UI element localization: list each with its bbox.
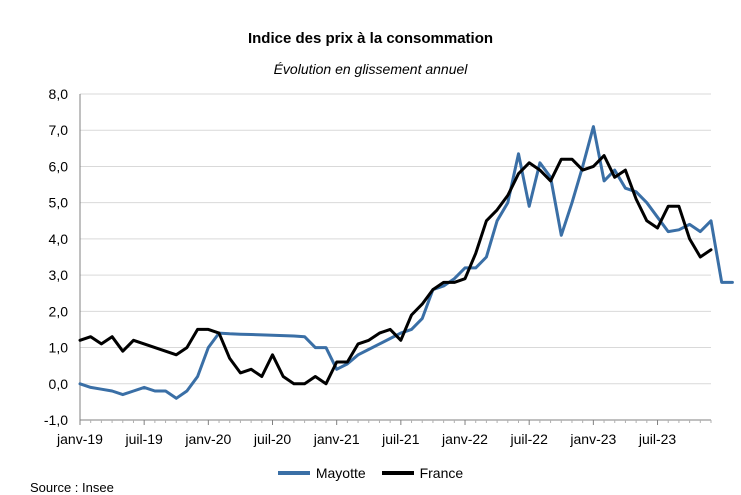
x-tick-label: juil-20: [253, 431, 292, 447]
series-line-mayotte: [78, 125, 734, 400]
legend-item-france: France: [381, 465, 464, 481]
y-tick-label: 2,0: [49, 303, 69, 319]
y-tick-label: 4,0: [49, 231, 69, 247]
chart-subtitle: Évolution en glissement annuel: [273, 61, 468, 77]
y-tick-label: 1,0: [49, 340, 69, 356]
x-tick-label: juil-19: [124, 431, 163, 447]
chart-title: Indice des prix à la consommation: [247, 30, 494, 47]
y-tick-label: 6,0: [49, 158, 69, 174]
x-tick-label: janv-22: [441, 431, 488, 447]
legend-swatch-france: [381, 471, 414, 475]
x-tick-label: juil-22: [510, 431, 549, 447]
x-tick-label: juil-21: [381, 431, 420, 447]
x-tick-label: janv-19: [56, 431, 103, 447]
x-tick-label: janv-20: [184, 431, 231, 447]
legend-label-france: France: [419, 465, 464, 481]
legend-label-mayotte: Mayotte: [315, 465, 366, 481]
legend-swatch-mayotte: [277, 471, 310, 475]
series-line-france: [78, 154, 713, 386]
source-note: Source : Insee: [30, 480, 114, 495]
y-tick-label: 8,0: [49, 86, 69, 102]
x-tick-label: janv-21: [313, 431, 360, 447]
y-tick-label: -1,0: [44, 412, 68, 428]
y-tick-label: 5,0: [49, 195, 69, 211]
y-tick-label: 0,0: [49, 376, 69, 392]
y-tick-label: 7,0: [49, 122, 69, 138]
y-tick-label: 3,0: [49, 267, 69, 283]
legend-item-mayotte: Mayotte: [277, 465, 366, 481]
x-tick-label: juil-23: [638, 431, 677, 447]
x-tick-label: janv-23: [569, 431, 616, 447]
legend: Mayotte France: [0, 462, 741, 481]
